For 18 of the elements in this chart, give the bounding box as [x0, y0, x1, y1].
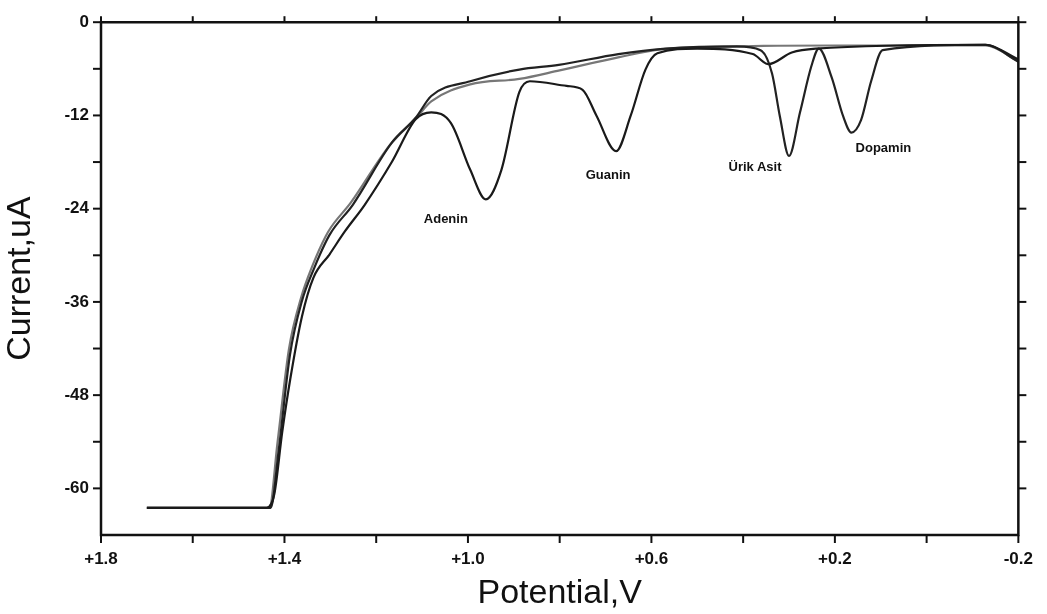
- y-tick-label: -60: [64, 478, 89, 498]
- x-tick-label: +0.6: [634, 548, 669, 568]
- annotation: Adenin: [423, 210, 468, 226]
- annotation: Dopamin: [855, 140, 912, 156]
- y-axis-title: Current,uA: [0, 196, 37, 361]
- y-tick-label: 0: [79, 11, 89, 31]
- x-tick-label: +1.4: [267, 548, 302, 568]
- x-tick-label: +1.8: [84, 548, 118, 568]
- x-tick-label: -0.2: [1003, 548, 1033, 568]
- y-tick-label: -48: [64, 384, 89, 404]
- x-axis-title: Potential,V: [477, 571, 643, 610]
- annotation: Guanin: [585, 166, 631, 182]
- annotation: Ürik Asit: [728, 159, 783, 175]
- y-tick-label: -24: [64, 198, 90, 218]
- y-tick-label: -12: [64, 105, 89, 125]
- x-tick-label: +1.0: [451, 548, 485, 568]
- y-tick-label: -36: [64, 291, 89, 311]
- x-tick-label: +0.2: [818, 548, 852, 568]
